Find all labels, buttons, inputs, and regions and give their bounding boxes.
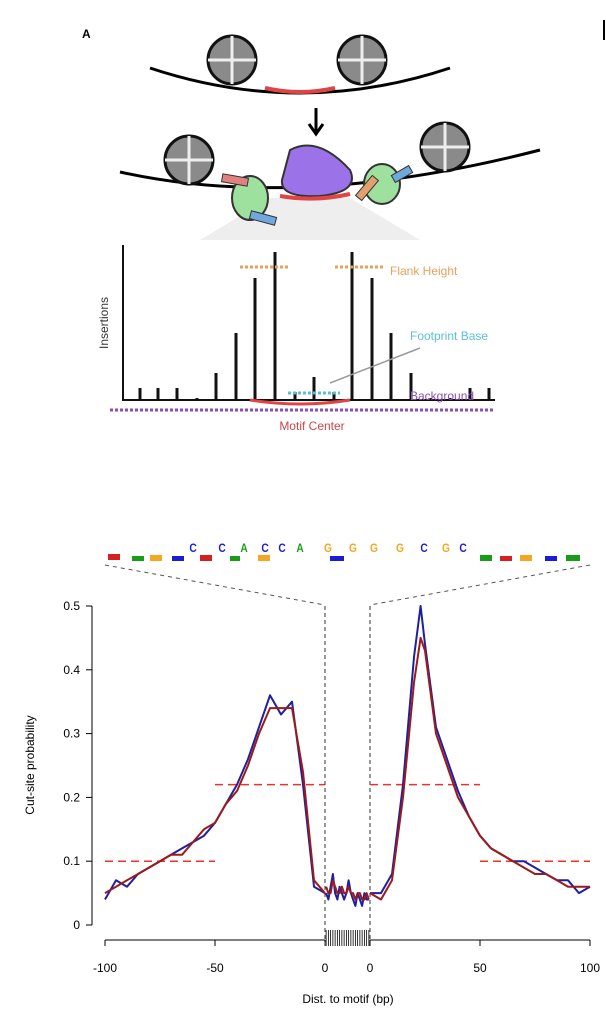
series-line — [370, 605, 591, 895]
y-tick-label: 0 — [73, 918, 80, 932]
series-line — [104, 707, 326, 894]
y-tick-label: 0.5 — [63, 599, 80, 613]
x-tick-label: -100 — [93, 961, 117, 975]
leader — [329, 347, 421, 384]
nucleosomes — [163, 121, 471, 186]
x-tick-label: -50 — [206, 961, 224, 975]
logo-connector — [104, 564, 591, 606]
series-line — [325, 879, 370, 901]
logo-letter: A — [296, 542, 303, 555]
y-axis-title: Cut-site probability — [23, 715, 37, 814]
dna-motif — [264, 86, 336, 94]
background-label: Background — [410, 389, 474, 403]
series-line — [325, 873, 369, 907]
minor-letters — [108, 554, 580, 561]
adapter — [354, 174, 380, 202]
motif-bound — [279, 192, 351, 201]
series-line — [369, 636, 590, 901]
adapter — [220, 173, 250, 187]
schematic — [122, 245, 495, 401]
logo-letter: C — [420, 542, 427, 555]
adapter — [248, 210, 278, 226]
y-tick-label: 0.3 — [63, 727, 80, 741]
logo-letter: C — [261, 542, 268, 555]
transposase — [363, 163, 401, 205]
chart: Cut-site probability Dist. to motif (bp)… — [23, 599, 600, 1006]
y-tick-label: 0.2 — [63, 790, 80, 804]
footprint-base-label: Footprint Base — [410, 329, 488, 343]
logo-letter: G — [396, 542, 404, 555]
adapter — [390, 164, 414, 184]
logo-letter: G — [349, 542, 357, 555]
logo-letter: C — [218, 542, 225, 555]
insertions-label: Insertions — [97, 297, 111, 349]
logo-letter: G — [442, 542, 450, 555]
logo-letter: C — [459, 542, 466, 555]
motif-center-label: Motif Center — [279, 419, 344, 433]
logo-letter: C — [278, 542, 285, 555]
flank-height-label: Flank Height — [390, 264, 458, 278]
arrow — [307, 108, 325, 137]
nucleosomes — [206, 34, 388, 86]
logo-letter: C — [189, 542, 196, 555]
x-tick-label: 0 — [367, 961, 374, 975]
y-tick-label: 0.4 — [63, 663, 80, 677]
logo-letter: G — [370, 542, 378, 555]
factor — [280, 144, 353, 198]
x-tick-label: 50 — [473, 961, 487, 975]
logo-letter: G — [324, 542, 332, 555]
x-tick-label: 100 — [580, 961, 600, 975]
y-tick-label: 0.1 — [63, 854, 80, 868]
logo-letter: A — [240, 542, 247, 555]
diagram: A Insertions Flank Height — [82, 20, 605, 433]
x-axis-title: Dist. to motif (bp) — [302, 992, 393, 1006]
dna — [149, 66, 451, 95]
motif-center-mark — [249, 398, 351, 406]
transposase — [231, 175, 269, 221]
panel-label: A — [82, 27, 91, 41]
x-tick-label: 0 — [322, 961, 329, 975]
series-line — [104, 694, 326, 900]
